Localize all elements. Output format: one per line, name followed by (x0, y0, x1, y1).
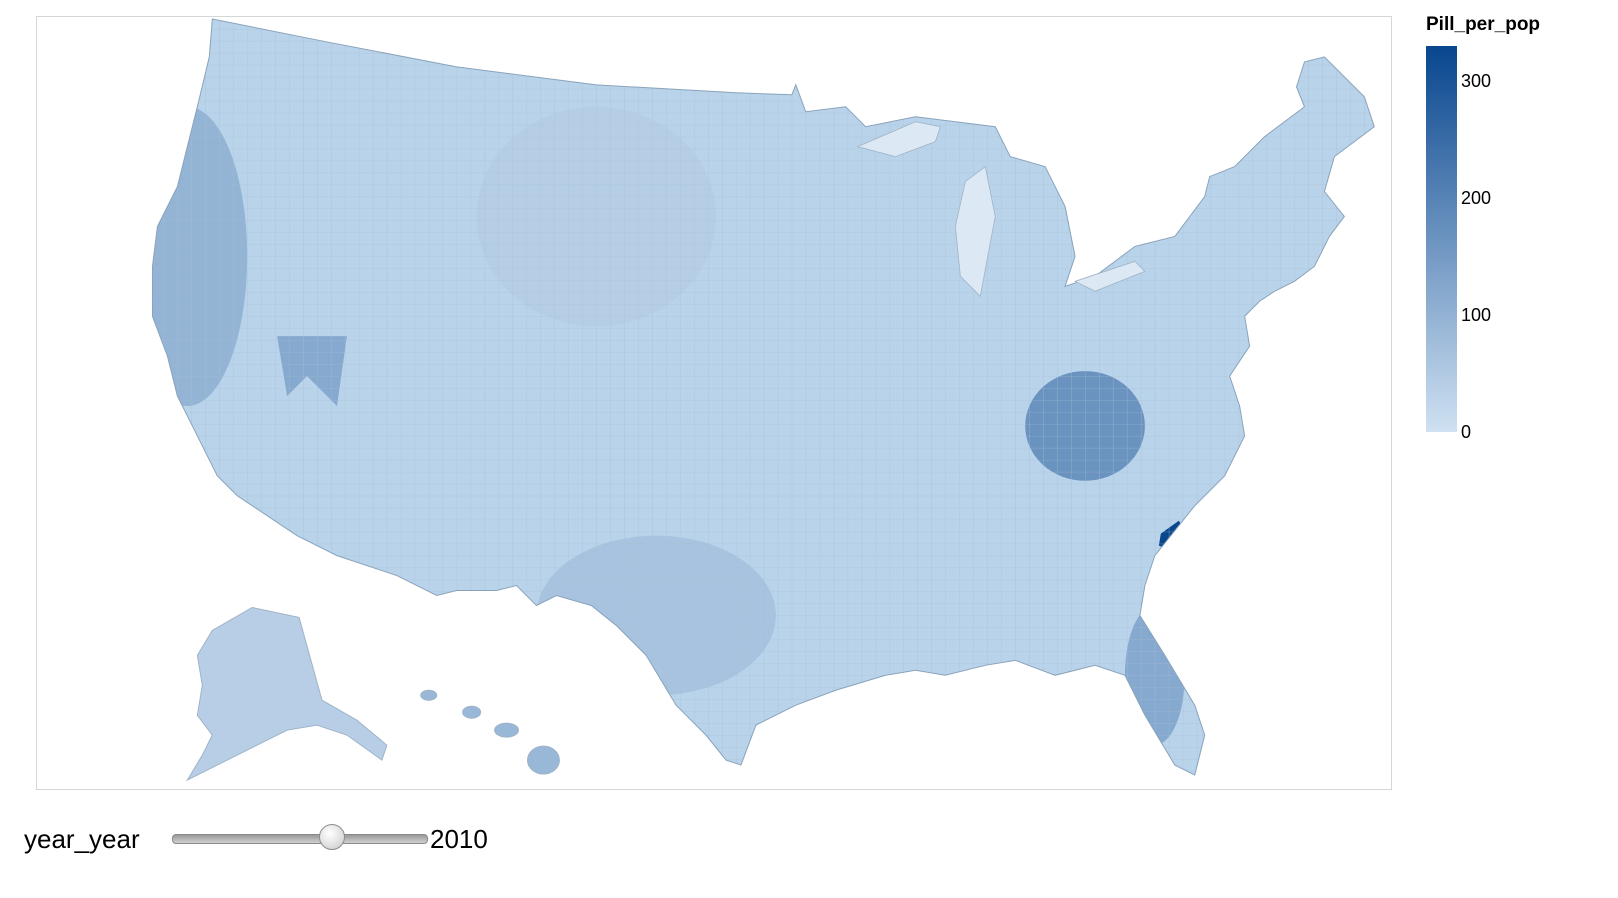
legend-gradient-bar (1426, 46, 1457, 432)
year-slider-value: 2010 (430, 824, 488, 854)
year-control: year_year 2010 (24, 816, 544, 860)
legend-tick-label: 0 (1461, 422, 1472, 442)
slider-thumb[interactable] (319, 824, 346, 850)
year-slider[interactable] (172, 824, 428, 852)
legend-title: Pill_per_pop (1426, 14, 1541, 35)
us-county-map (151, 18, 1375, 782)
color-legend: Pill_per_pop 300 200 100 0 (1426, 14, 1606, 454)
great-lakes (856, 121, 1146, 298)
year-slider-label: year_year (24, 824, 140, 854)
slider-track[interactable] (172, 834, 428, 844)
legend-tick-label: 300 (1461, 71, 1492, 92)
alaska (186, 606, 388, 782)
legend-tick-label: 200 (1461, 188, 1492, 209)
legend-tick-label: 100 (1461, 305, 1492, 326)
hawaii (420, 689, 560, 775)
choropleth-map (36, 16, 1392, 790)
